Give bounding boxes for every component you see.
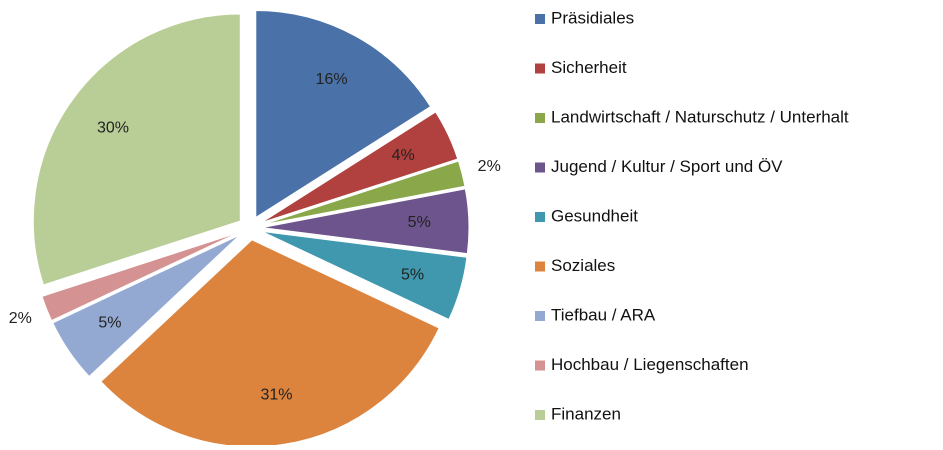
legend-swatch <box>535 410 545 420</box>
pie-slice <box>261 160 466 226</box>
pie-slice <box>261 188 470 255</box>
data-label: 2% <box>9 310 32 327</box>
pie-slice <box>260 111 459 224</box>
legend-label: Landwirtschaft / Naturschutz / Unterhalt <box>551 107 849 126</box>
legend-swatch <box>535 360 545 371</box>
data-label: 4% <box>392 147 415 164</box>
legend-label: Gesundheit <box>551 206 638 225</box>
pie-slice <box>41 231 240 322</box>
data-label: 31% <box>260 386 292 403</box>
data-label: 5% <box>401 266 424 283</box>
legend-swatch <box>535 311 545 321</box>
legend-swatch <box>535 63 545 74</box>
legend-swatch <box>535 113 545 123</box>
legend-label: Soziales <box>551 256 615 275</box>
pie-slice <box>52 234 241 378</box>
pie-slice <box>261 230 468 321</box>
data-label: 5% <box>408 214 431 231</box>
legend-swatch <box>535 261 545 272</box>
pie-slice <box>255 9 432 219</box>
pie-slice <box>32 13 241 286</box>
legend-label: Sicherheit <box>551 58 627 77</box>
data-label: 2% <box>478 158 501 175</box>
legend-label: Tiefbau / ARA <box>551 305 656 324</box>
data-label: 30% <box>97 120 129 137</box>
legend-swatch <box>535 162 545 173</box>
data-label: 5% <box>98 314 121 331</box>
legend-label: Präsidiales <box>551 8 634 27</box>
pie-slice <box>100 239 440 448</box>
legend-swatch <box>535 212 545 222</box>
legend-label: Finanzen <box>551 404 621 423</box>
legend-swatch <box>535 14 545 24</box>
legend-label: Jugend / Kultur / Sport und ÖV <box>551 157 783 176</box>
legend-label: Hochbau / Liegenschaften <box>551 355 749 374</box>
data-label: 16% <box>316 71 348 88</box>
